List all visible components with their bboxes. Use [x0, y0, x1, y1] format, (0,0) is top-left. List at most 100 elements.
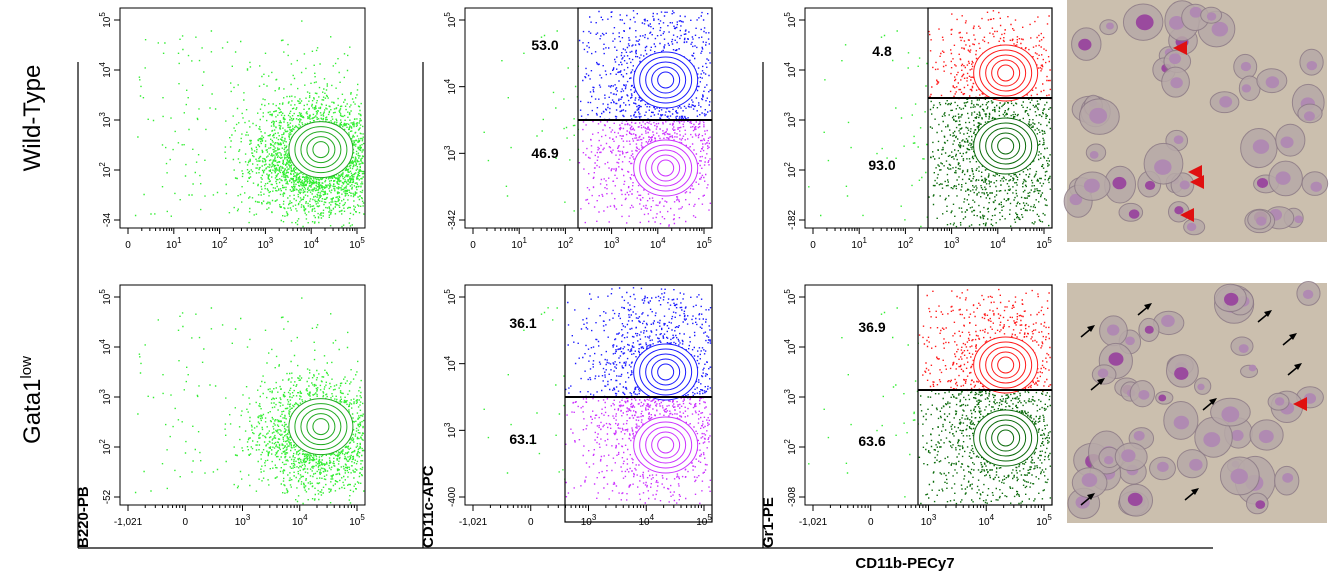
contour: [645, 353, 687, 391]
nucleus: [1206, 12, 1217, 21]
contour: [651, 358, 681, 386]
tick-exp: 3: [592, 513, 597, 522]
contour: [979, 122, 1033, 170]
nucleus: [1248, 364, 1257, 372]
tick-label: 0: [810, 240, 816, 251]
tick-label: 0: [470, 240, 476, 251]
scatter-cloud: [578, 10, 712, 122]
tick-label: 102: [98, 439, 113, 455]
tick-label: -400: [447, 487, 458, 507]
contour: [294, 403, 348, 451]
nucleus: [1083, 178, 1100, 193]
nucleus: [1275, 171, 1291, 185]
tick-base: 10: [258, 240, 270, 251]
tick-exp: 3: [783, 112, 792, 117]
tick-label: 0: [125, 240, 131, 251]
gate-percentage: 4.8: [872, 43, 892, 59]
nucleus: [1258, 429, 1274, 444]
tick-base: 10: [921, 517, 933, 528]
contour: [639, 56, 693, 104]
contour: [657, 71, 675, 89]
tick-base: 10: [235, 517, 247, 528]
nucleus: [1282, 472, 1294, 483]
tick-label: 103: [98, 112, 113, 128]
nucleus: [1240, 61, 1252, 72]
arrowhead-marker: [1180, 208, 1194, 222]
contour: [294, 126, 348, 174]
tick-exp: 5: [360, 236, 365, 245]
nucleus: [1106, 324, 1120, 336]
tick-base: 10: [558, 240, 570, 251]
tick-base: 10: [898, 240, 910, 251]
tick-exp: 4: [98, 339, 107, 344]
tick-exp: 4: [303, 513, 308, 522]
tick-base: 10: [447, 360, 458, 372]
tick-label: 101: [851, 236, 867, 251]
tick-exp: 2: [98, 162, 107, 167]
tick-label: 104: [98, 339, 113, 355]
nucleus: [1108, 352, 1124, 366]
contour: [288, 398, 354, 456]
tick-exp: 5: [707, 236, 712, 245]
nucleus: [1169, 16, 1185, 30]
tick-base: 10: [102, 116, 113, 128]
tick-base: 10: [650, 240, 662, 251]
nucleus: [1310, 181, 1323, 192]
nucleus: [1158, 394, 1167, 402]
scatter-cloud: [483, 30, 580, 212]
tick-base: 10: [212, 240, 224, 251]
tick-label: -182: [787, 210, 798, 230]
tick-exp: 3: [98, 112, 107, 117]
nucleus: [1274, 397, 1285, 406]
nucleus: [1230, 468, 1248, 485]
nucleus: [1125, 336, 1135, 346]
contour: [657, 363, 675, 381]
contour: [657, 436, 675, 454]
tick-exp: 4: [650, 513, 655, 522]
nucleus: [1106, 22, 1114, 30]
gate-percentage: 36.9: [858, 319, 885, 335]
tick-exp: 3: [615, 236, 620, 245]
tick-label: 105: [443, 289, 458, 305]
tick-label: 103: [258, 236, 274, 251]
tick-base: 10: [696, 240, 708, 251]
tick-base: 10: [1036, 517, 1048, 528]
tick-label: 101: [511, 236, 527, 251]
tick-label: 104: [98, 62, 113, 78]
tick-base: 10: [292, 517, 304, 528]
tick-exp: 5: [1047, 236, 1052, 245]
nucleus: [1255, 500, 1266, 509]
contour: [979, 49, 1033, 97]
tick-label: 102: [212, 236, 228, 251]
tick-base: 10: [102, 393, 113, 405]
tick-label: 103: [98, 389, 113, 405]
tick-exp: 4: [783, 62, 792, 67]
tick-exp: 1: [177, 236, 182, 245]
arrow-head: [1264, 310, 1272, 317]
tick-base: 10: [787, 116, 798, 128]
tick-base: 10: [787, 393, 798, 405]
gate: [917, 284, 1053, 506]
tick-label: 105: [783, 289, 798, 305]
tick-base: 10: [604, 240, 616, 251]
tick-base: 10: [447, 427, 458, 439]
tick-exp: 1: [523, 236, 528, 245]
tick-label: -342: [447, 210, 458, 230]
tick-base: 10: [944, 240, 956, 251]
tick-exp: 1: [863, 236, 868, 245]
nucleus: [1197, 383, 1205, 391]
nucleus: [1186, 222, 1197, 232]
tick-label: 103: [783, 112, 798, 128]
arrow-head: [1097, 378, 1105, 385]
row-label: Gata1low: [18, 356, 46, 444]
gate-percentage: 63.1: [509, 431, 536, 447]
y-axis-label: Gr1-PE: [760, 497, 777, 548]
arrow-head: [1294, 363, 1302, 370]
tick-label: 104: [783, 62, 798, 78]
y-axis-label: CD11c-APC: [420, 465, 437, 548]
tick-label: 0: [182, 517, 188, 528]
nucleus: [1075, 496, 1090, 509]
tick-label: 104: [443, 78, 458, 94]
tick-label: 102: [898, 236, 914, 251]
tick-exp: 5: [1047, 513, 1052, 522]
